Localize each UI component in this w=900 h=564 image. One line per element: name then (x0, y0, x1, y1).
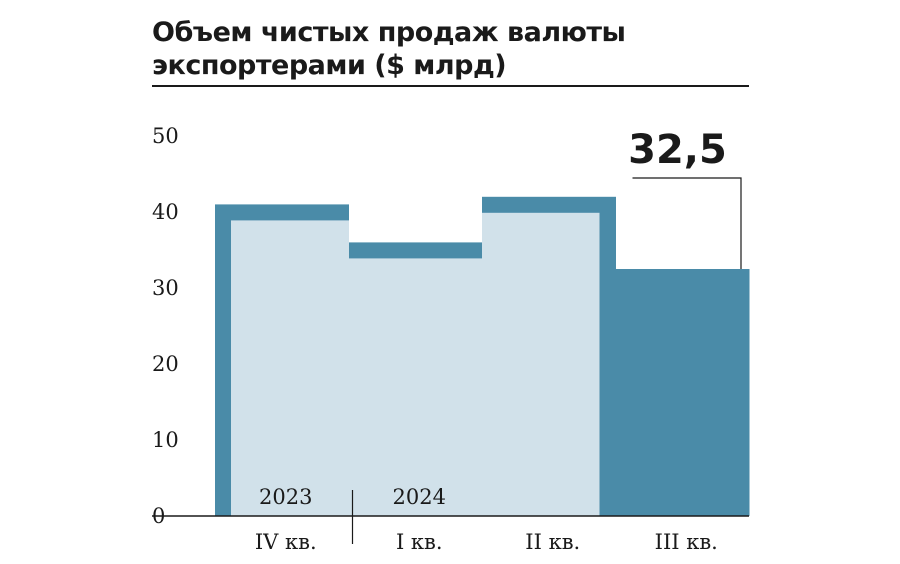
y-tick-label: 20 (152, 352, 179, 376)
x-tick-label: IV кв. (255, 530, 317, 554)
x-tick-label: I кв. (396, 530, 443, 554)
x-tick-label: III кв. (655, 530, 718, 554)
bar-inner (482, 212, 600, 517)
chart-title: Объем чистых продаж валюты экспортерами … (152, 16, 752, 82)
chart-title-line-1: Объем чистых продаж валюты (152, 17, 626, 48)
y-tick-label: 40 (152, 200, 179, 224)
title-rule (152, 85, 749, 87)
bar-inner (231, 220, 349, 516)
bar (615, 269, 750, 516)
y-tick-label: 30 (152, 276, 179, 300)
year-label: 2023 (259, 485, 312, 509)
x-tick-label: II кв. (525, 530, 580, 554)
chart-title-line-2: экспортерами ($ млрд) (152, 50, 507, 81)
y-tick-label: 50 (152, 124, 179, 148)
bar-inner (348, 258, 483, 516)
highlight-leader (632, 177, 742, 269)
y-tick-label: 10 (152, 428, 179, 452)
highlight-value-label: 32,5 (628, 127, 727, 173)
year-label: 2024 (393, 485, 446, 509)
